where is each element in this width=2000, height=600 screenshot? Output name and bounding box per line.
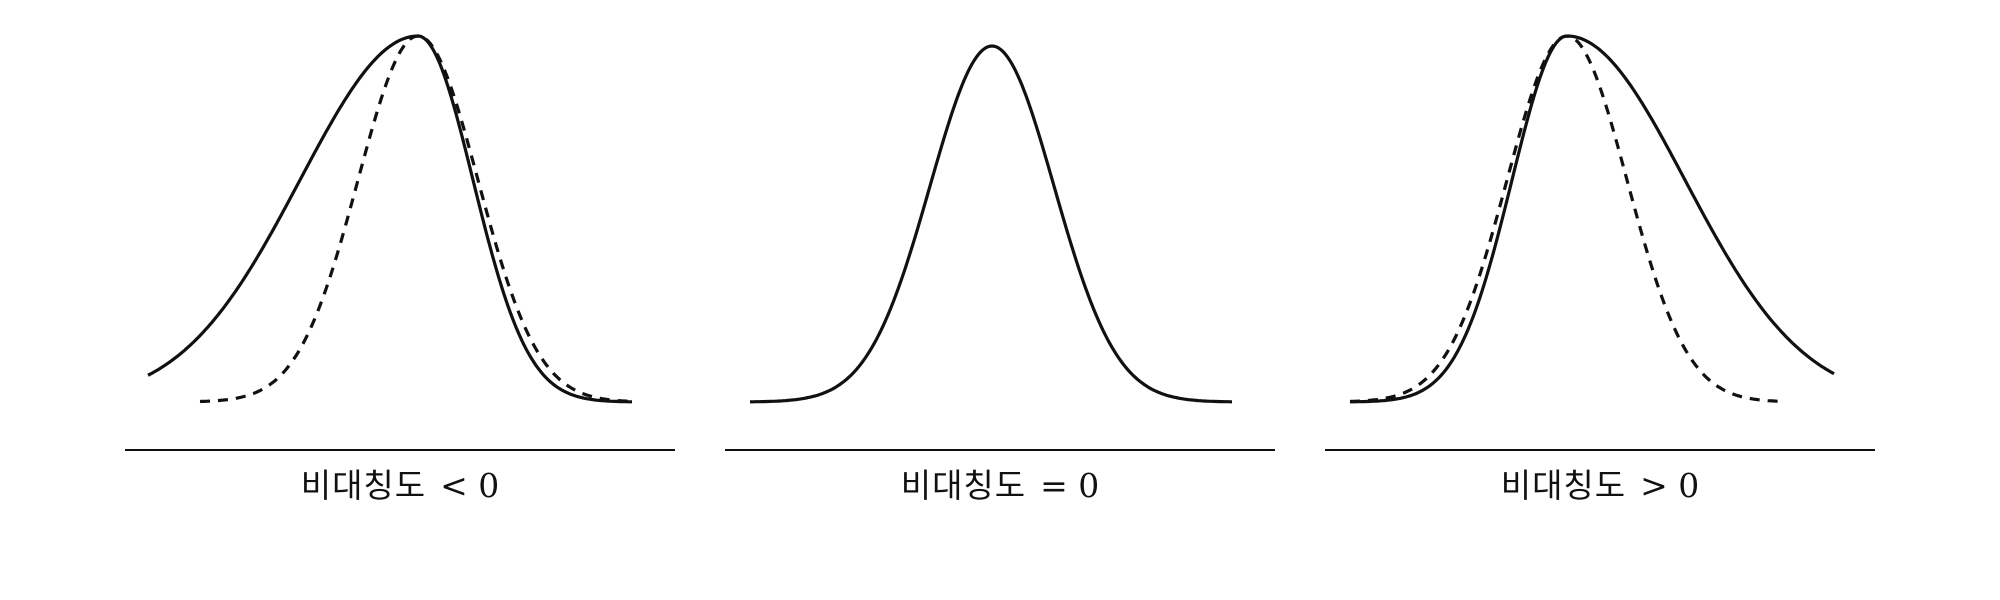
label-text: 비대칭도 [900,466,1027,505]
label-text: 비대칭도 [1500,466,1627,505]
skewed-distribution-curve [1350,34,1835,404]
label-relation: > 0 [1640,466,1700,505]
panel-positive-skew [1325,34,1875,451]
skewness-label-zero: 비대칭도 = 0 [725,466,1275,506]
symmetric-reference-curve [199,34,633,404]
skewed-distribution-curve [147,34,632,404]
skewness-label-negative: 비대칭도 < 0 [125,466,675,506]
label-relation: = 0 [1040,466,1100,505]
panel-zero-skew [725,44,1275,451]
skewness-label-positive: 비대칭도 > 0 [1325,466,1875,506]
label-text: 비대칭도 [300,466,427,505]
label-relation: < 0 [440,466,500,505]
symmetric-distribution-curve [750,44,1232,404]
panel-negative-skew [125,34,675,451]
symmetric-reference-curve [1349,34,1783,404]
